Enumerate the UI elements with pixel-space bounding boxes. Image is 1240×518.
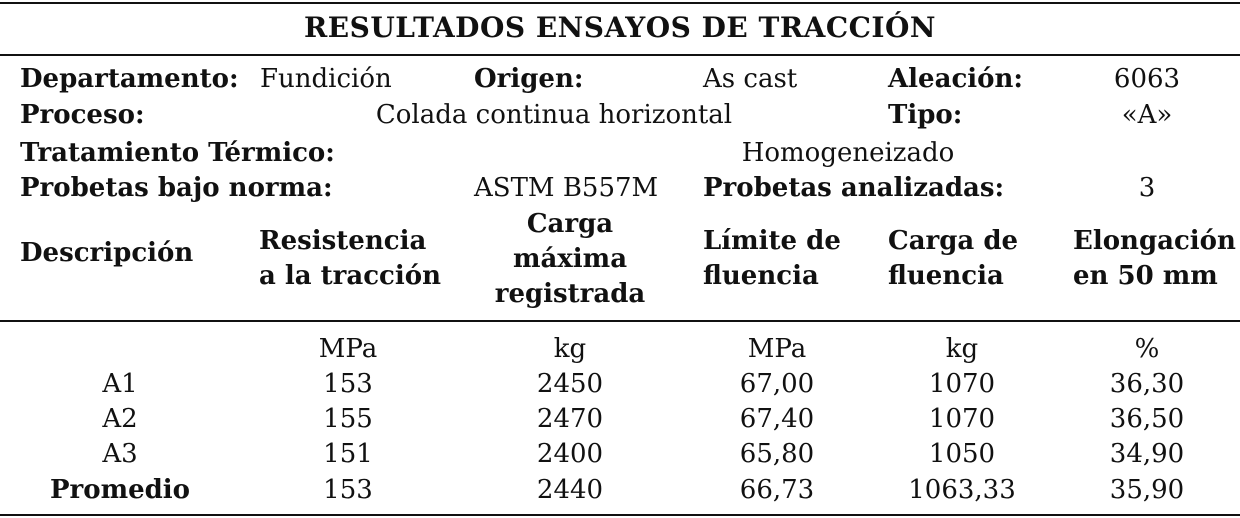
row-a2-descripcion: A2 xyxy=(102,404,138,434)
departamento-label: Departamento: xyxy=(20,64,239,94)
row-a2-carga-maxima: 2470 xyxy=(536,404,604,434)
row-a2-limite-fluencia: 67,40 xyxy=(739,404,815,434)
header-descripcion: Descripción xyxy=(20,238,194,268)
header-elongacion: Elongación en 50 mm xyxy=(1073,226,1236,291)
top-rule xyxy=(0,2,1240,4)
norma-value: ASTM B557M xyxy=(474,173,659,203)
analizadas-value: 3 xyxy=(1138,173,1156,203)
row-promedio-limite-fluencia: 66,73 xyxy=(739,475,815,505)
row-promedio-elongacion: 35,90 xyxy=(1109,475,1185,505)
row-a3-carga-fluencia: 1050 xyxy=(928,439,996,469)
row-a1-descripcion: A1 xyxy=(102,369,138,399)
row-promedio-carga-maxima: 2440 xyxy=(536,475,604,505)
title-rule xyxy=(0,54,1240,56)
origen-value: As cast xyxy=(703,64,798,94)
row-a2-elongacion: 36,50 xyxy=(1109,404,1185,434)
row-a3-resistencia: 151 xyxy=(323,439,373,469)
row-a3-descripcion: A3 xyxy=(102,439,138,469)
norma-label: Probetas bajo norma: xyxy=(20,173,333,203)
row-promedio-resistencia: 153 xyxy=(323,475,373,505)
header-limite-fluencia: Límite de fluencia xyxy=(703,226,841,291)
unit-resistencia: MPa xyxy=(318,334,378,364)
header-carga-fluencia: Carga de fluencia xyxy=(888,226,1019,291)
row-a1-resistencia: 153 xyxy=(323,369,373,399)
row-promedio-carga-fluencia: 1063,33 xyxy=(908,475,1016,505)
row-a1-carga-maxima: 2450 xyxy=(536,369,604,399)
aleacion-value: 6063 xyxy=(1113,64,1181,94)
header-resistencia: Resistencia a la tracción xyxy=(259,226,442,291)
row-a1-elongacion: 36,30 xyxy=(1109,369,1185,399)
row-a2-resistencia: 155 xyxy=(323,404,373,434)
departamento-value: Fundición xyxy=(260,64,392,94)
row-a3-carga-maxima: 2400 xyxy=(536,439,604,469)
row-a1-carga-fluencia: 1070 xyxy=(928,369,996,399)
row-promedio-descripcion: Promedio xyxy=(49,475,191,505)
unit-elongacion: % xyxy=(1134,334,1160,364)
tipo-label: Tipo: xyxy=(888,100,963,130)
bottom-rule xyxy=(0,514,1240,516)
header-carga-maxima: Carga máxima registrada xyxy=(494,209,646,309)
analizadas-label: Probetas analizadas: xyxy=(703,173,1005,203)
proceso-label: Proceso: xyxy=(20,100,145,130)
header-rule xyxy=(0,320,1240,322)
unit-limite-fluencia: MPa xyxy=(747,334,807,364)
row-a1-limite-fluencia: 67,00 xyxy=(739,369,815,399)
aleacion-label: Aleación: xyxy=(888,64,1023,94)
row-a3-limite-fluencia: 65,80 xyxy=(739,439,815,469)
unit-carga-fluencia: kg xyxy=(945,334,979,364)
tratamiento-value: Homogeneizado xyxy=(741,138,955,168)
unit-carga-maxima: kg xyxy=(553,334,587,364)
tipo-value: «A» xyxy=(1121,100,1173,130)
tratamiento-label: Tratamiento Térmico: xyxy=(20,138,335,168)
page-title: RESULTADOS ENSAYOS DE TRACCIÓN xyxy=(303,11,937,44)
proceso-value: Colada continua horizontal xyxy=(375,100,733,130)
row-a2-carga-fluencia: 1070 xyxy=(928,404,996,434)
row-a3-elongacion: 34,90 xyxy=(1109,439,1185,469)
origen-label: Origen: xyxy=(474,64,584,94)
